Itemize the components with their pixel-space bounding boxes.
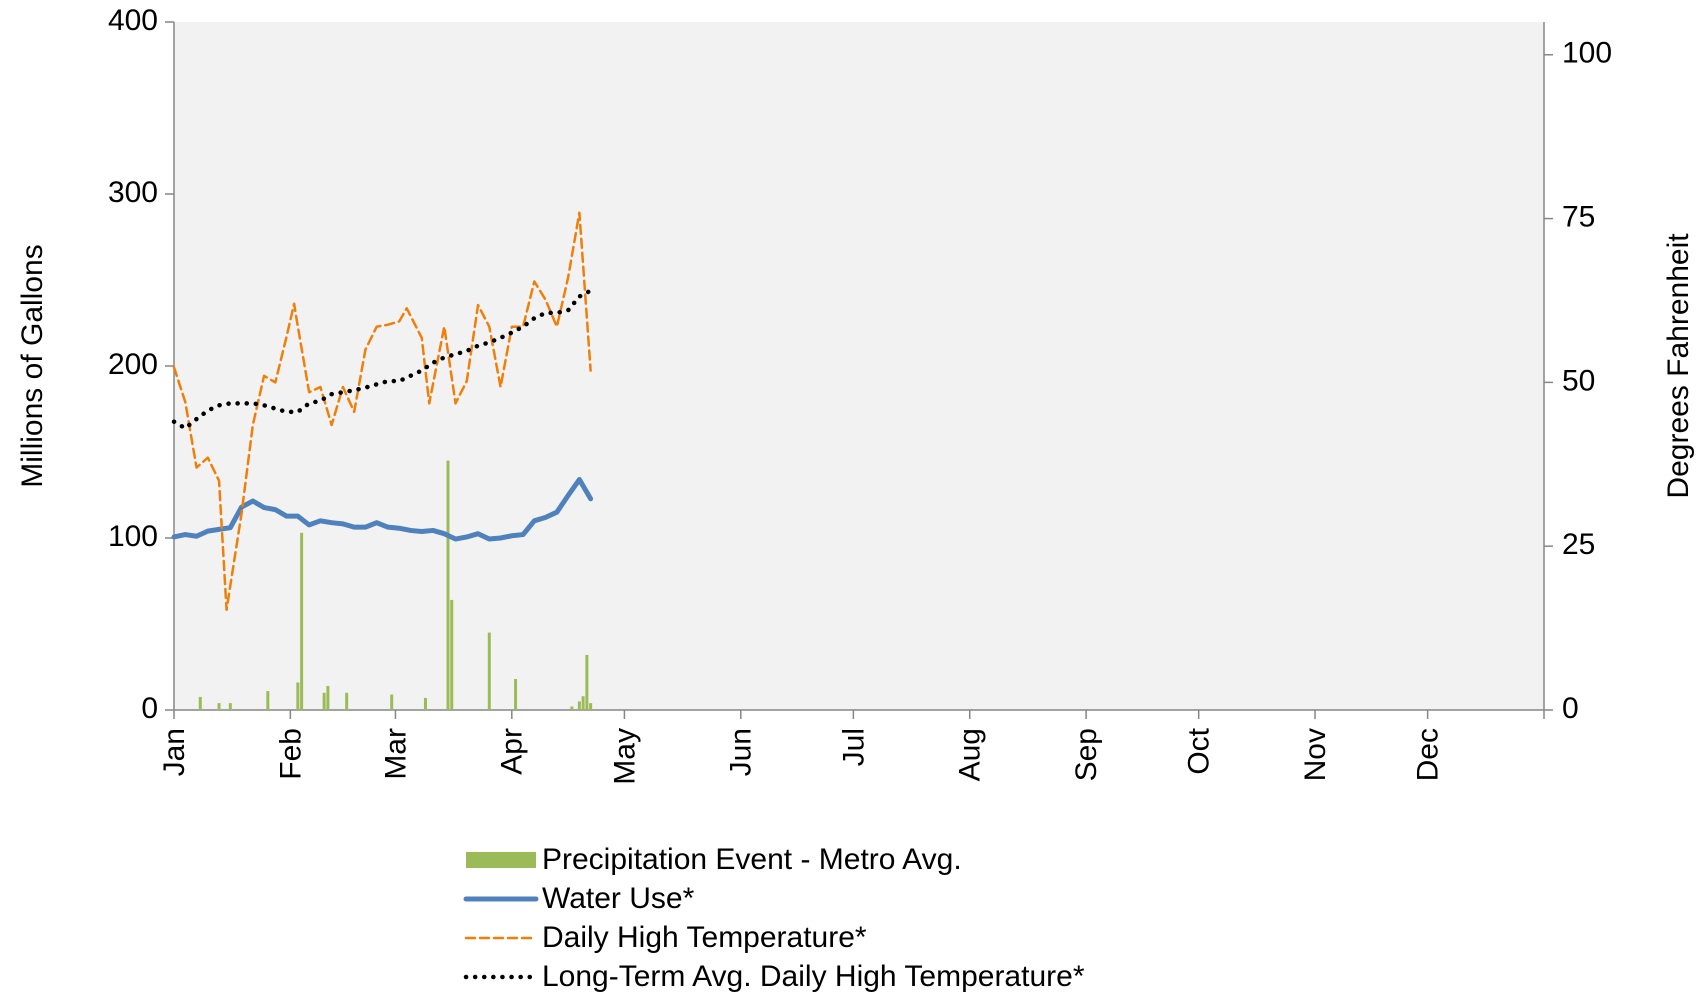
legend-swatch [466, 852, 536, 868]
x-tick-label: Jul [837, 728, 870, 766]
precipitation-bar [487, 632, 491, 710]
precipitation-bar [322, 692, 326, 710]
precipitation-bar [345, 692, 349, 710]
y2-tick-label: 100 [1562, 37, 1612, 70]
precipitation-bar [581, 696, 585, 710]
x-tick-label: Dec [1412, 728, 1445, 781]
y2-tick-label: 75 [1562, 200, 1595, 233]
legend-label: Precipitation Event - Metro Avg. [542, 843, 962, 876]
x-tick-label: Nov [1299, 728, 1332, 781]
precipitation-bar [266, 691, 270, 710]
x-tick-label: Mar [379, 728, 412, 780]
precipitation-bar [390, 694, 394, 710]
x-tick-label: May [608, 728, 641, 785]
x-tick-label: Jan [158, 728, 191, 776]
precipitation-bar [450, 599, 454, 710]
legend-label: Water Use* [542, 882, 695, 915]
y2-tick-label: 25 [1562, 528, 1595, 561]
precipitation-bar [326, 685, 330, 710]
precipitation-bar [446, 460, 450, 710]
precipitation-bar [300, 532, 304, 710]
y-tick-label: 300 [108, 176, 158, 209]
y-tick-label: 200 [108, 348, 158, 381]
legend-entry: Precipitation Event - Metro Avg. [466, 843, 962, 876]
plot-area [174, 22, 1544, 710]
x-tick-label: Sep [1070, 728, 1103, 781]
legend-entry: Long-Term Avg. Daily High Temperature* [463, 960, 1085, 993]
y-tick-label: 0 [141, 692, 158, 725]
y-axis-title: Millions of Gallons [16, 244, 49, 487]
x-tick-label: Jun [725, 728, 758, 776]
y2-tick-label: 50 [1562, 364, 1595, 397]
x-tick-label: Feb [274, 728, 307, 780]
precipitation-bar [514, 679, 518, 710]
y2-tick-label: 0 [1562, 692, 1579, 725]
y2-axis-title: Degrees Fahrenheit [1662, 233, 1695, 499]
precipitation-bar [228, 703, 232, 710]
y-tick-label: 100 [108, 520, 158, 553]
legend-entry: Water Use* [463, 882, 695, 915]
legend-label: Daily High Temperature* [542, 921, 867, 954]
precipitation-bar [577, 701, 581, 710]
legend-entry: Daily High Temperature* [464, 921, 867, 954]
x-tick-label: Aug [954, 728, 987, 781]
precipitation-bar [589, 703, 593, 710]
x-tick-label: Apr [496, 728, 529, 775]
legend-label: Long-Term Avg. Daily High Temperature* [542, 960, 1085, 993]
precipitation-bar [296, 682, 300, 710]
precipitation-bar [198, 696, 202, 710]
precipitation-bar [217, 703, 221, 710]
precipitation-bar [585, 654, 589, 710]
precipitation-bar [423, 697, 427, 710]
precipitation-bar [570, 706, 574, 710]
x-tick-label: Oct [1183, 727, 1216, 774]
y-tick-label: 400 [108, 4, 158, 37]
